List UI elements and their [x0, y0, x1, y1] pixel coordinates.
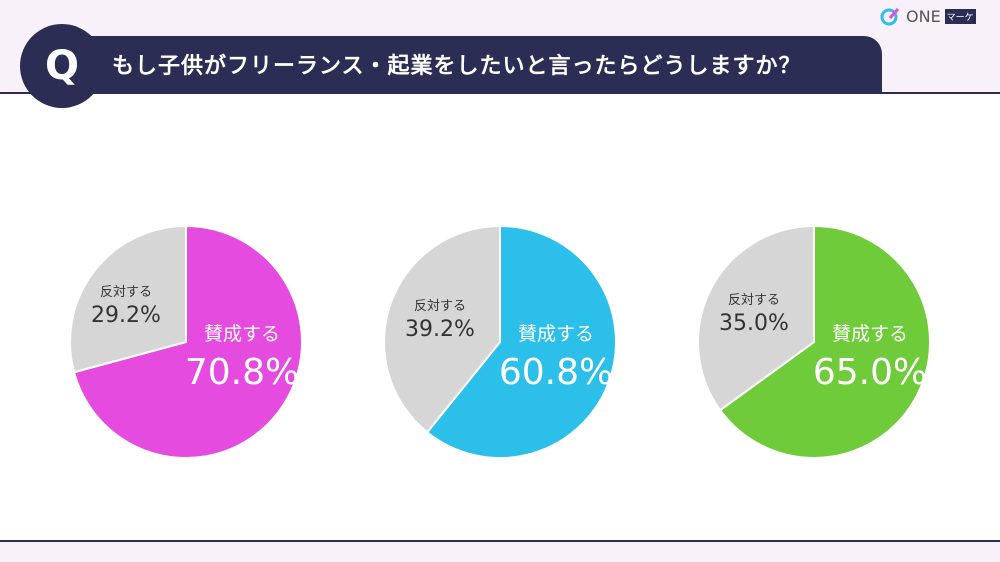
label-disagree: 反対する	[414, 299, 466, 314]
footer-divider	[0, 540, 1000, 542]
pie-slice-disagree	[69, 224, 187, 374]
value-agree: 60.8%	[499, 352, 613, 393]
value-agree: 70.8%	[185, 352, 299, 393]
question-text: もし子供がフリーランス・起業をしたいと言ったらどうしますか？	[112, 54, 802, 79]
pie-slice-disagree	[697, 224, 815, 412]
header-divider	[0, 92, 1000, 94]
logo-text: ONE	[906, 6, 941, 26]
label-disagree: 反対する	[100, 285, 152, 300]
label-agree: 賛成する	[832, 323, 908, 345]
value-disagree: 35.0%	[719, 311, 789, 336]
logo-badge: マーケ	[944, 8, 976, 24]
value-disagree: 39.2%	[405, 317, 475, 342]
pill-title-parents: 社会人（子持ち層）	[751, 160, 877, 176]
pie-slice-disagree	[383, 224, 501, 434]
pill-title-single: 社会人（独身層）	[444, 160, 556, 176]
question-banner	[40, 36, 882, 92]
label-agree: 賛成する	[204, 323, 280, 345]
value-agree: 65.0%	[813, 352, 927, 393]
pie-slice-agree	[425, 224, 617, 459]
logo-icon	[880, 8, 900, 26]
label-agree: 賛成する	[518, 323, 594, 345]
value-disagree: 29.2%	[91, 303, 161, 328]
q-badge: Q	[20, 24, 104, 108]
pie-slice-agree	[72, 224, 303, 459]
footer-background	[0, 541, 1000, 562]
pill-title-students: 学生	[172, 160, 200, 176]
pie-slice-agree	[718, 224, 931, 459]
logo: ONE マーケ	[880, 6, 976, 26]
label-disagree: 反対する	[728, 293, 780, 308]
